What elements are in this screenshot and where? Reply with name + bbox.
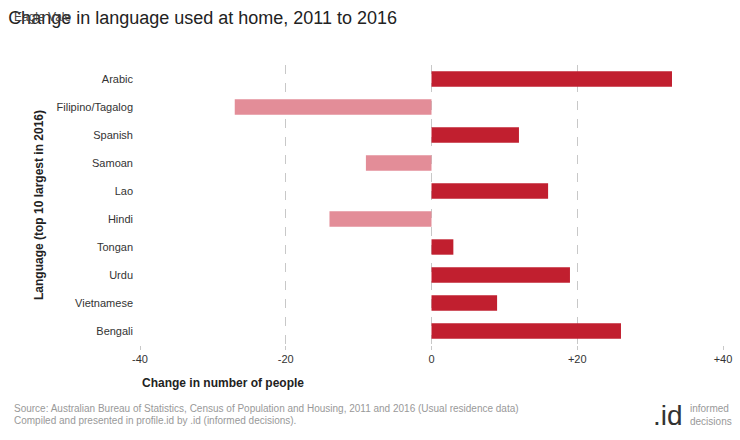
svg-text:Language (top 10 largest in 20: Language (top 10 largest in 2016) <box>32 110 46 300</box>
svg-text:Arabic: Arabic <box>102 73 134 85</box>
svg-text:Hindi: Hindi <box>108 213 133 225</box>
svg-text:Filipino/Tagalog: Filipino/Tagalog <box>57 101 133 113</box>
svg-text:Samoan: Samoan <box>92 157 133 169</box>
svg-text:-40: -40 <box>132 353 148 365</box>
svg-text:Change in language used at hom: Change in language used at home, 2011 to… <box>8 8 397 28</box>
svg-text:Change in number of people: Change in number of people <box>142 376 304 390</box>
svg-text:+40: +40 <box>714 353 733 365</box>
svg-text:+20: +20 <box>568 353 587 365</box>
svg-text:Bengali: Bengali <box>96 325 133 337</box>
svg-text:Eagle Vale: Eagle Vale <box>14 10 71 24</box>
svg-text:Urdu: Urdu <box>109 269 133 281</box>
svg-text:informeddecisions: informeddecisions <box>690 403 732 427</box>
svg-text:Lao: Lao <box>115 185 133 197</box>
svg-text:Tongan: Tongan <box>97 241 133 253</box>
svg-text:Compiled and presented in prof: Compiled and presented in profile.id by … <box>14 415 296 426</box>
svg-text:Vietnamese: Vietnamese <box>75 297 133 309</box>
svg-text:Spanish: Spanish <box>93 129 133 141</box>
svg-text:.id: .id <box>653 400 683 431</box>
svg-text:0: 0 <box>428 353 434 365</box>
svg-text:Source: Australian Bureau of S: Source: Australian Bureau of Statistics,… <box>14 403 519 414</box>
svg-text:-20: -20 <box>278 353 294 365</box>
